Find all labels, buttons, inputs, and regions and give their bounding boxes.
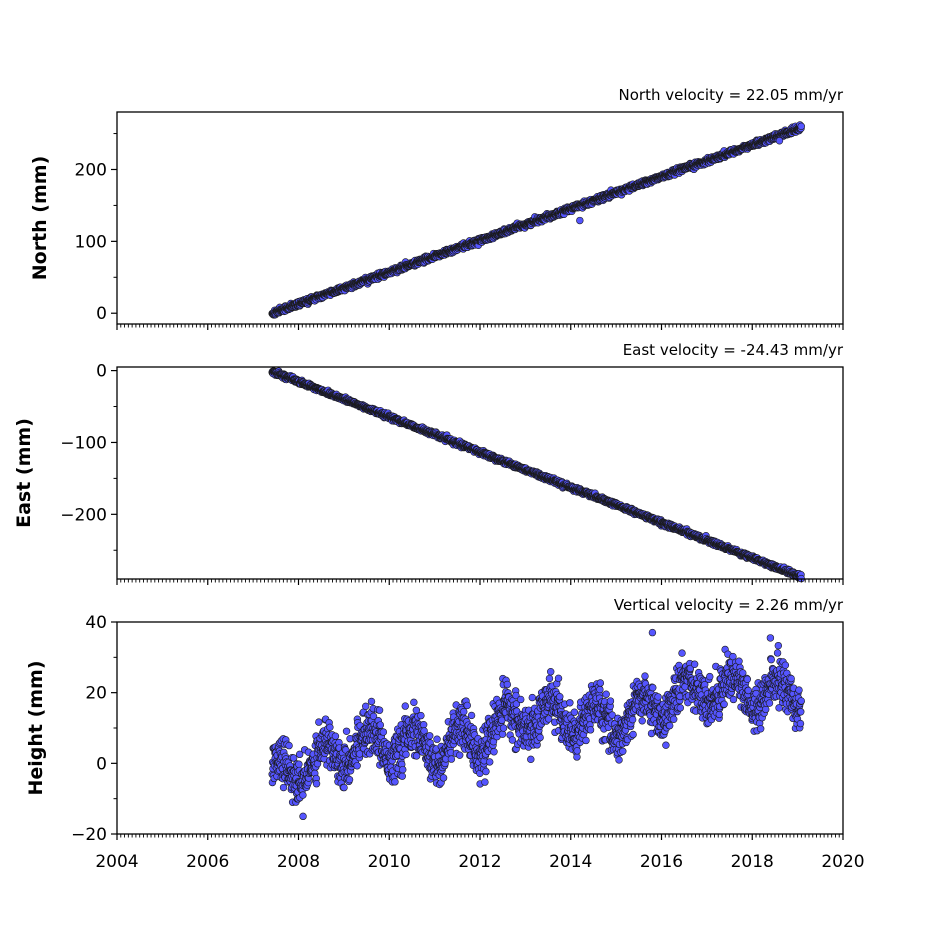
height-data-point — [353, 762, 361, 770]
north-y-tick-label: 0 — [96, 304, 107, 324]
east-y-tick-label: −100 — [60, 433, 107, 453]
north-axes-frame — [116, 111, 844, 325]
north-y-tick-label: 100 — [75, 232, 107, 252]
north-x-axis — [116, 324, 844, 330]
height-data-point — [299, 791, 307, 799]
east-y-tick-label: 0 — [96, 362, 107, 382]
height-data-point — [295, 760, 303, 768]
height-data-point — [362, 702, 370, 711]
east-points — [268, 367, 805, 583]
panel-north: 0 100 200 North velocity = 22.05 mm/yr Nor… — [29, 86, 844, 330]
height-data-point — [279, 783, 288, 792]
east-velocity-title: East velocity = -24.43 mm/yr — [623, 341, 844, 359]
north-y-tick-label: 200 — [75, 160, 107, 180]
height-data-point — [315, 718, 323, 726]
east-y-axis: 0 −100 −200 — [60, 362, 117, 551]
north-outlier-point — [576, 216, 584, 225]
east-y-tick-label: −200 — [60, 505, 107, 525]
north-y-axis: 0 100 200 — [75, 133, 117, 324]
height-data-point — [312, 780, 321, 788]
panel-east: 0 −100 −200 East velocity = -24.43 mm/yr E… — [13, 341, 844, 585]
north-outlier-point — [775, 137, 784, 145]
height-data-point — [342, 727, 351, 735]
height-data-point — [331, 732, 340, 740]
north-y-axis-label: North (mm) — [29, 156, 51, 281]
height-data-point — [340, 783, 348, 792]
height-data-point — [345, 775, 354, 784]
north-data-point — [797, 122, 805, 131]
height-points — [268, 628, 805, 821]
height-data-point — [285, 741, 293, 750]
north-points — [268, 121, 805, 319]
east-x-axis — [116, 579, 844, 585]
height-data-point — [326, 723, 334, 732]
north-velocity-title: North velocity = 22.05 mm/yr — [619, 86, 844, 104]
east-y-axis-label: East (mm) — [13, 418, 35, 528]
